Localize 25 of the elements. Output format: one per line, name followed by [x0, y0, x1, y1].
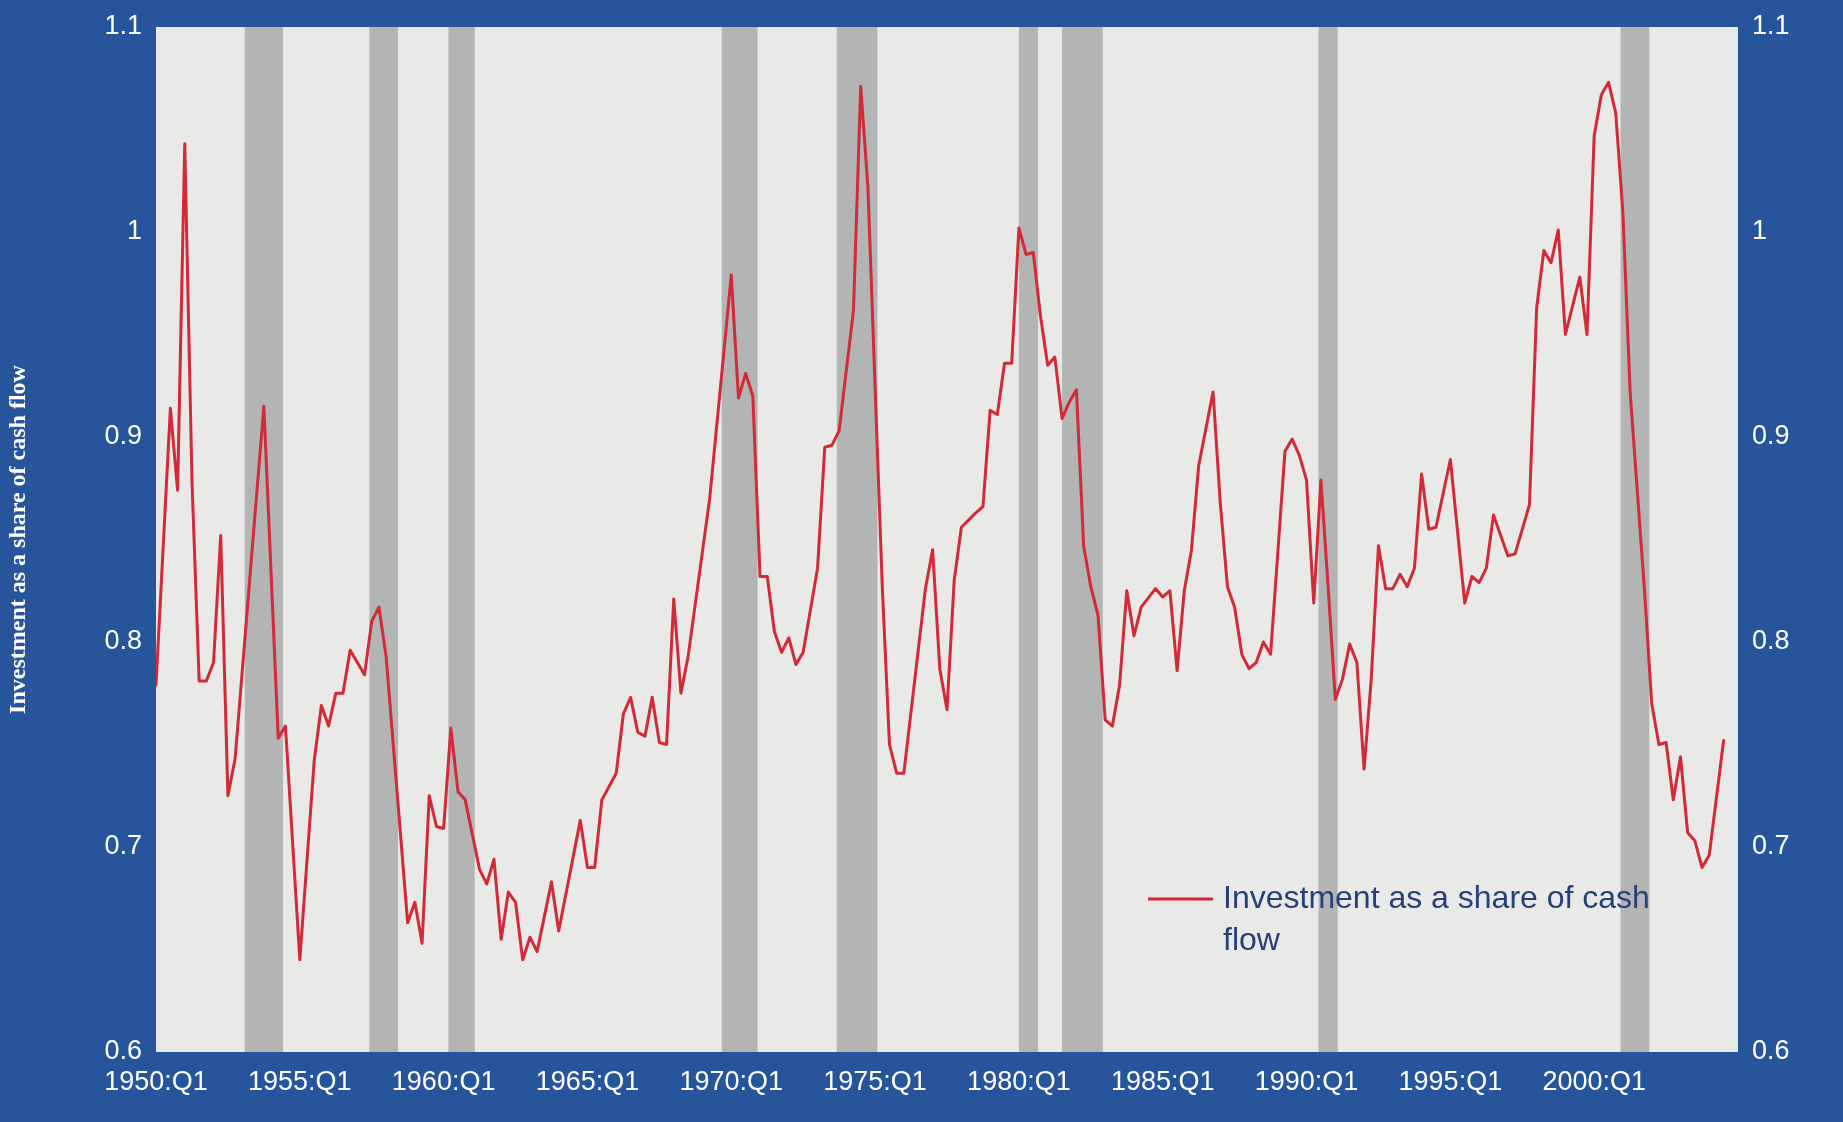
y-axis-title: Investment as a share of cash flow [3, 364, 30, 714]
y2-tick-label: 1.1 [1752, 10, 1790, 41]
x-tick-label: 1985:Q1 [1110, 1065, 1215, 1096]
y2-tick-label: 0.6 [1752, 1035, 1790, 1066]
x-tick-label: 1995:Q1 [1398, 1065, 1503, 1096]
x-tick-label: 1960:Q1 [391, 1065, 496, 1096]
y-tick-label: 0.6 [104, 1035, 142, 1066]
x-tick-label: 1970:Q1 [679, 1065, 784, 1096]
x-tick-label: 1980:Q1 [967, 1065, 1071, 1096]
y2-tick-label: 0.7 [1752, 830, 1790, 861]
y-tick-label: 1.1 [104, 10, 142, 41]
y-tick-label: 0.7 [104, 830, 142, 861]
legend-label: Investment as a share of cash flow [1223, 878, 1650, 957]
y2-tick-label: 0.9 [1752, 420, 1790, 451]
y2-tick-label: 0.8 [1752, 625, 1790, 656]
x-tick-label: 1990:Q1 [1254, 1065, 1359, 1096]
x-tick-label: 1955:Q1 [248, 1065, 352, 1096]
y-tick-label: 1 [126, 215, 142, 246]
x-tick-label: 1975:Q1 [823, 1065, 927, 1096]
x-tick-label: 1950:Q1 [104, 1065, 208, 1096]
y-tick-label: 0.8 [104, 625, 142, 656]
y-tick-label: 0.9 [104, 420, 142, 451]
x-tick-label: 1965:Q1 [535, 1065, 640, 1096]
x-tick-label: 2000:Q1 [1542, 1065, 1646, 1096]
y2-tick-label: 1 [1752, 215, 1768, 246]
